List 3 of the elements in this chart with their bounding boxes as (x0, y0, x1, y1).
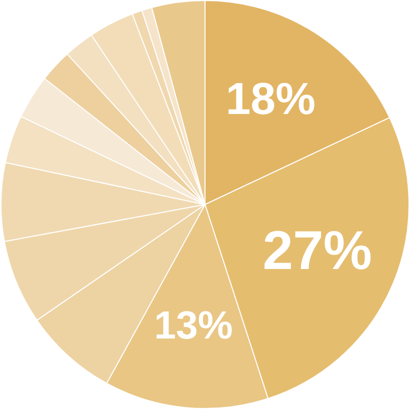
data-label: 27% (262, 219, 372, 282)
data-label: 13% (154, 303, 233, 348)
data-label: 18% (226, 74, 316, 124)
